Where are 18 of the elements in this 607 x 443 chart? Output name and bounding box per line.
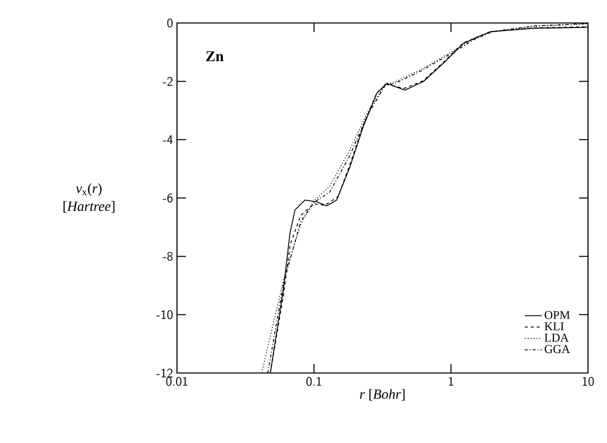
y-tick-label: 0 [167, 18, 173, 28]
x-tick-label: 1 [448, 376, 454, 386]
x-tick-label: 0.1 [306, 376, 322, 386]
legend-label: KLI [544, 322, 564, 330]
y-tick-label: -8 [162, 252, 173, 261]
y-tick-label: -2 [162, 76, 172, 86]
y-tick-label: -4 [162, 135, 173, 144]
y-tick-label: -6 [162, 193, 173, 203]
legend-label: LDA [544, 334, 569, 342]
x-axis-title: r [Bohr] [360, 389, 405, 401]
y-tick-label: -10 [156, 310, 173, 320]
x-tick-label: 10 [582, 376, 594, 386]
legend-label: GGA [544, 345, 570, 354]
text: v$_{x}$(r) [Hartree] [64, 183, 114, 213]
x-tick-label: 0.01 [166, 376, 188, 386]
legend-label: OPM [544, 310, 570, 320]
annotation: Zn [206, 51, 224, 62]
y-tick-label: -12 [156, 368, 172, 378]
